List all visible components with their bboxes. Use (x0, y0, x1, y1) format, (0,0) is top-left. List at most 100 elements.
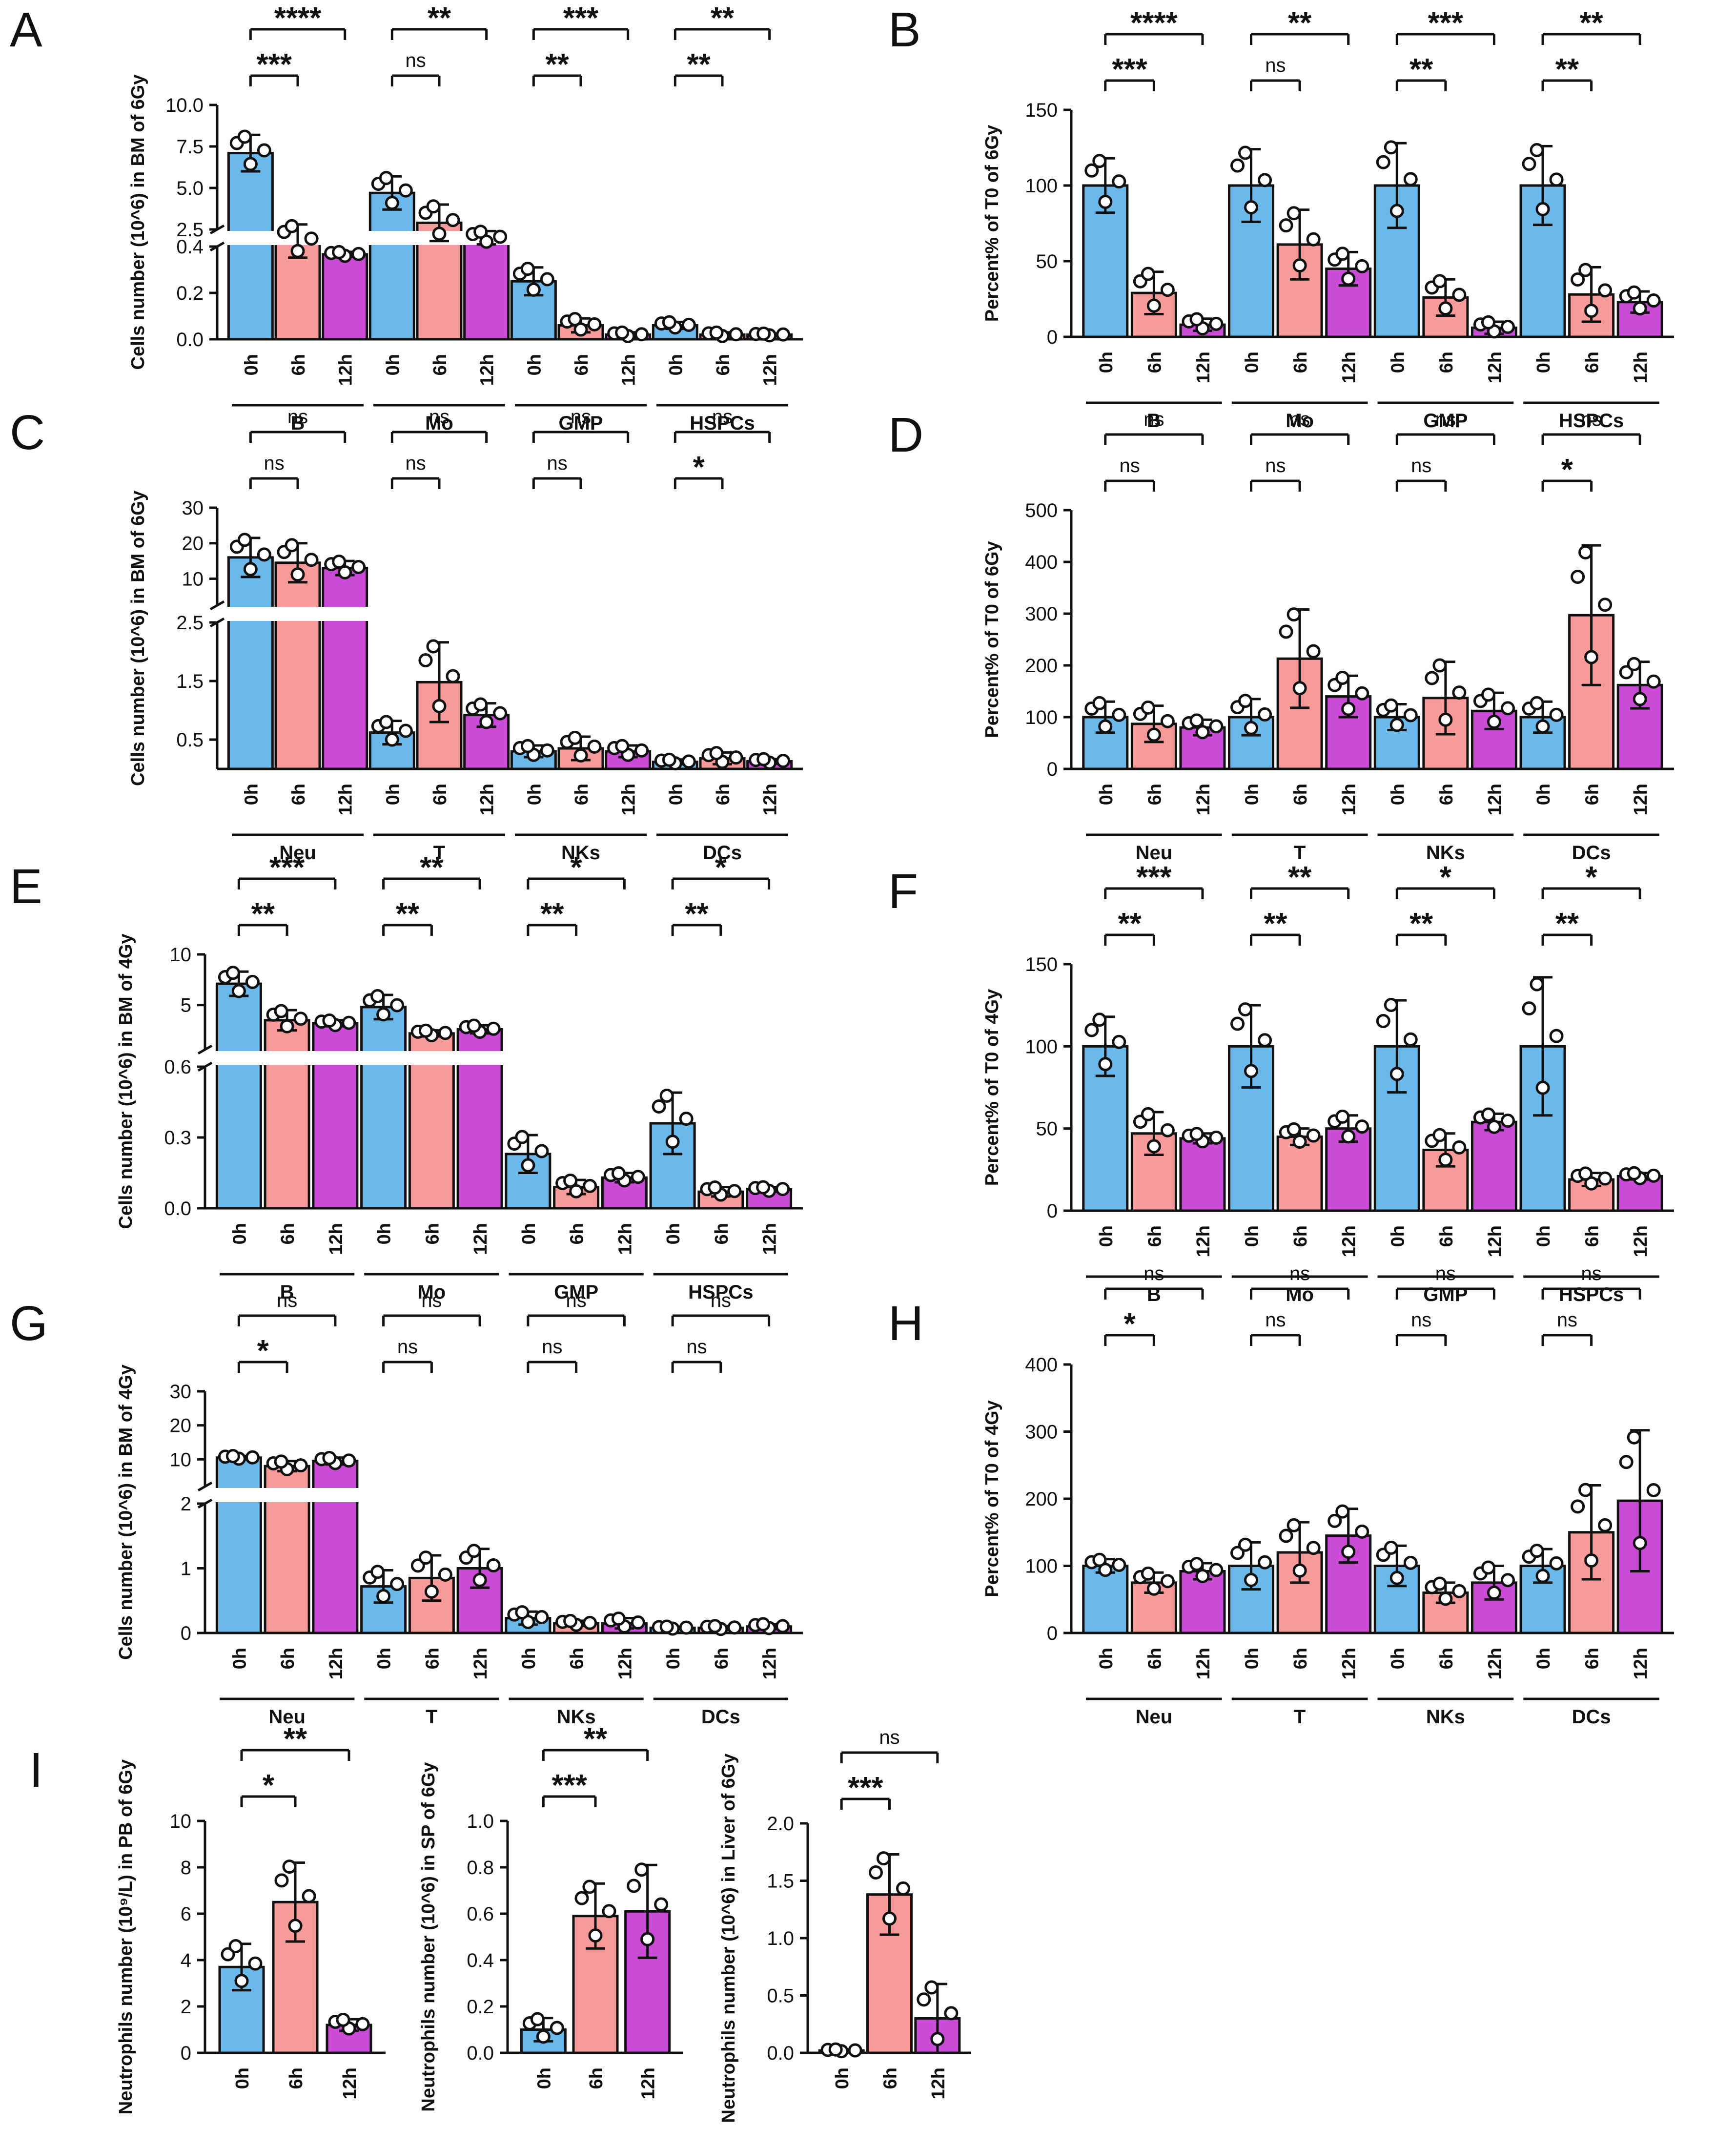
x-tick-label: 12h (326, 1648, 347, 1679)
bar-break-gap (214, 1051, 264, 1065)
data-point (587, 317, 602, 331)
data-point (1244, 200, 1259, 215)
significance-label: ns (1411, 455, 1431, 476)
panel-letter: B (888, 2, 921, 57)
data-point (1487, 1119, 1501, 1134)
data-point (882, 1911, 897, 1926)
chart-panel-g: G 0 1 2 10 20 30 Cells number (10^6) in BM of 4… (10, 1290, 803, 1728)
data-point (1535, 202, 1550, 216)
data-point (332, 555, 347, 569)
chart-panel-h: H 0 100 200 300 400 Percent% of T0 of 4Gy 0h 6h 1… (888, 1263, 1674, 1728)
data-point (418, 1550, 433, 1565)
data-point (627, 1879, 641, 1893)
data-point (634, 743, 649, 758)
significance-label: ns (1289, 409, 1310, 430)
significance-label: *** (1136, 861, 1172, 894)
data-point (776, 754, 791, 768)
bar-break-gap (455, 1051, 505, 1065)
y-tick-label: 50 (1036, 251, 1058, 272)
data-point (1092, 1552, 1107, 1567)
data-point (1598, 1171, 1613, 1186)
data-point (1578, 1166, 1593, 1181)
x-tick-label: 0h (1388, 1225, 1408, 1247)
y-tick-label: 0.5 (176, 729, 204, 751)
x-tick-label: 0h (663, 1223, 684, 1244)
data-point (479, 715, 494, 729)
data-point (896, 1881, 910, 1896)
x-tick-label: 12h (619, 354, 639, 386)
data-point (290, 244, 305, 258)
data-point (1160, 1123, 1175, 1137)
data-point (1549, 707, 1564, 722)
data-point (679, 1112, 694, 1126)
y-tick-label: 0.2 (467, 1996, 494, 2018)
data-point (727, 1184, 742, 1198)
y-tick-label: 8 (181, 1857, 191, 1879)
y-tick-label: 200 (1025, 1488, 1058, 1510)
group-label: HSPCs (1559, 410, 1624, 432)
axis-break-mark (197, 1044, 213, 1055)
data-point (1328, 1513, 1342, 1528)
data-point (438, 1026, 452, 1040)
significance-label: ns (1435, 1263, 1456, 1284)
group-label: NKs (561, 842, 600, 864)
data-point (1598, 283, 1613, 298)
panel-letter: C (10, 405, 45, 460)
data-point (1279, 218, 1293, 233)
data-point (587, 739, 602, 754)
axis-break-mark (209, 600, 225, 611)
data-point (521, 1158, 535, 1173)
data-point (322, 1451, 337, 1465)
data-point (473, 697, 488, 712)
data-point (290, 567, 305, 582)
x-tick-label: 12h (1193, 1225, 1214, 1257)
data-point (390, 1577, 405, 1591)
significance-label: ns (1581, 409, 1602, 430)
significance-label: ** (428, 1, 451, 35)
x-tick-label: 12h (1485, 1225, 1505, 1257)
data-point (1258, 1555, 1272, 1570)
data-point (1500, 320, 1515, 334)
x-tick-label: 6h (712, 1648, 732, 1669)
significance-label: * (1586, 861, 1598, 894)
data-point (709, 746, 724, 761)
data-point (351, 559, 366, 574)
data-point (1376, 1013, 1390, 1028)
panel-letter: I (29, 1743, 43, 1798)
y-tick-label: 0.4 (176, 236, 204, 258)
data-point (1584, 650, 1599, 664)
data-point (293, 1012, 308, 1026)
group-label: HSPCs (688, 1281, 753, 1303)
x-tick-label: 12h (336, 354, 356, 386)
data-point (467, 1018, 481, 1033)
data-point (336, 2012, 350, 2027)
x-tick-label: 6h (572, 354, 592, 375)
data-point (611, 1612, 626, 1626)
x-tick-label: 12h (760, 1648, 780, 1679)
data-point (1633, 1536, 1647, 1550)
data-point (1389, 718, 1404, 732)
data-point (1627, 657, 1641, 671)
significance-label: ns (1265, 55, 1286, 76)
group-label: B (1147, 410, 1161, 432)
data-point (828, 2042, 843, 2057)
data-point (520, 262, 535, 276)
data-point (631, 1170, 645, 1184)
data-point (285, 538, 299, 553)
data-point (1452, 1140, 1467, 1155)
data-point (1535, 719, 1550, 734)
data-point (574, 1891, 589, 1905)
y-tick-label: 10 (170, 944, 192, 966)
data-point (355, 2017, 370, 2031)
significance-label: **** (274, 1, 322, 35)
significance-label: ns (1119, 455, 1140, 476)
y-tick-label: 30 (170, 1381, 192, 1403)
data-point (1530, 1544, 1544, 1558)
y-tick-label: 2 (181, 1493, 191, 1515)
data-point (652, 1099, 666, 1114)
data-point (776, 1182, 790, 1197)
data-point (526, 282, 541, 297)
data-point (634, 327, 649, 342)
group-label: HSPCs (690, 413, 755, 434)
x-tick-label: 0h (241, 784, 262, 805)
